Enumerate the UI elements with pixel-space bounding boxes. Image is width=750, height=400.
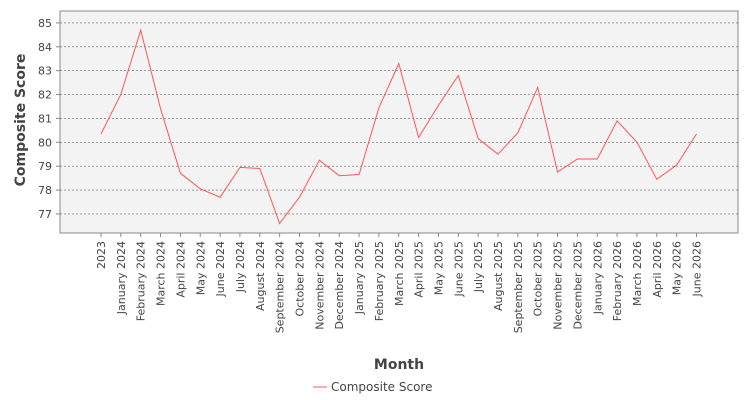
series-layer bbox=[100, 28, 698, 225]
y-tick-label: 84 bbox=[38, 41, 52, 54]
x-tick-label: May 2025 bbox=[432, 241, 445, 295]
x-tick-label: March 2025 bbox=[393, 241, 406, 306]
x-tick-label: November 2025 bbox=[552, 241, 565, 330]
x-tick-label: May 2024 bbox=[194, 241, 207, 295]
x-tick-label: November 2024 bbox=[313, 241, 326, 330]
x-axis-ticks: 2023 January 2024 February 2024 March 2024 A… bbox=[95, 233, 704, 333]
series-line-composite-score bbox=[100, 28, 697, 225]
data-point bbox=[655, 178, 658, 181]
x-tick-label: April 2024 bbox=[174, 241, 187, 298]
x-tick-label: May 2026 bbox=[671, 241, 684, 295]
data-point bbox=[100, 132, 103, 135]
x-tick-label: July 2024 bbox=[234, 241, 247, 293]
data-point bbox=[179, 172, 182, 175]
x-tick-label: April 2026 bbox=[651, 241, 664, 298]
data-point bbox=[497, 153, 500, 156]
data-point bbox=[477, 137, 480, 140]
x-tick-label: June 2025 bbox=[452, 241, 465, 297]
y-axis-title: Composite Score bbox=[13, 54, 29, 187]
x-tick-label: July 2025 bbox=[472, 241, 485, 293]
x-axis-title: Month bbox=[374, 357, 424, 373]
data-point bbox=[695, 132, 698, 135]
y-tick-label: 83 bbox=[38, 65, 52, 78]
data-point bbox=[377, 106, 380, 109]
data-point bbox=[119, 93, 122, 96]
x-tick-label: April 2025 bbox=[413, 241, 426, 298]
y-tick-label: 82 bbox=[38, 89, 52, 102]
x-tick-label: January 2025 bbox=[353, 241, 366, 315]
x-tick-label: January 2026 bbox=[591, 241, 604, 315]
data-point bbox=[417, 136, 420, 139]
y-tick-label: 78 bbox=[38, 184, 52, 197]
data-point bbox=[596, 158, 599, 161]
legend: Composite Score bbox=[313, 380, 432, 394]
x-tick-label: August 2024 bbox=[254, 241, 267, 311]
x-tick-label: December 2025 bbox=[571, 241, 584, 330]
data-point bbox=[238, 166, 241, 169]
data-point bbox=[635, 141, 638, 144]
data-point bbox=[159, 107, 162, 110]
gridlines bbox=[60, 22, 738, 215]
data-point bbox=[675, 163, 678, 166]
data-point bbox=[556, 171, 559, 174]
data-point bbox=[576, 158, 579, 161]
data-point bbox=[298, 196, 301, 199]
x-tick-label: October 2024 bbox=[294, 241, 307, 317]
x-tick-label: September 2024 bbox=[274, 241, 287, 333]
data-point bbox=[358, 173, 361, 176]
x-tick-label: October 2025 bbox=[532, 241, 545, 317]
x-tick-label: August 2025 bbox=[492, 241, 505, 311]
data-point bbox=[516, 131, 519, 134]
legend-label: Composite Score bbox=[331, 380, 432, 394]
x-tick-label: March 2024 bbox=[155, 241, 168, 306]
plot-area bbox=[59, 10, 739, 234]
x-tick-label: February 2024 bbox=[135, 241, 148, 321]
data-point bbox=[397, 62, 400, 65]
x-tick-label: February 2026 bbox=[611, 241, 624, 321]
data-point bbox=[616, 119, 619, 122]
data-point bbox=[199, 187, 202, 190]
data-point bbox=[258, 167, 261, 170]
y-tick-label: 81 bbox=[38, 112, 52, 125]
data-point bbox=[338, 174, 341, 177]
data-point bbox=[278, 222, 281, 225]
x-tick-label: December 2024 bbox=[333, 241, 346, 330]
x-tick-label: January 2024 bbox=[115, 241, 128, 315]
y-tick-label: 85 bbox=[38, 17, 52, 30]
data-point bbox=[318, 159, 321, 162]
x-tick-label: June 2024 bbox=[214, 241, 227, 297]
data-point bbox=[536, 86, 539, 89]
x-tick-label: March 2026 bbox=[631, 241, 644, 306]
data-point bbox=[457, 74, 460, 77]
y-tick-label: 79 bbox=[38, 160, 52, 173]
y-tick-label: 80 bbox=[38, 136, 52, 149]
y-tick-label: 77 bbox=[38, 208, 52, 221]
x-tick-label: 2023 bbox=[95, 241, 108, 269]
data-point bbox=[219, 196, 222, 199]
x-tick-label: September 2025 bbox=[512, 241, 525, 333]
y-axis-ticks: 77 78 79 80 81 82 83 84 85 bbox=[38, 17, 60, 221]
x-tick-label: June 2026 bbox=[691, 241, 704, 297]
data-point bbox=[437, 104, 440, 107]
data-point bbox=[139, 29, 142, 32]
x-tick-label: February 2025 bbox=[373, 241, 386, 321]
